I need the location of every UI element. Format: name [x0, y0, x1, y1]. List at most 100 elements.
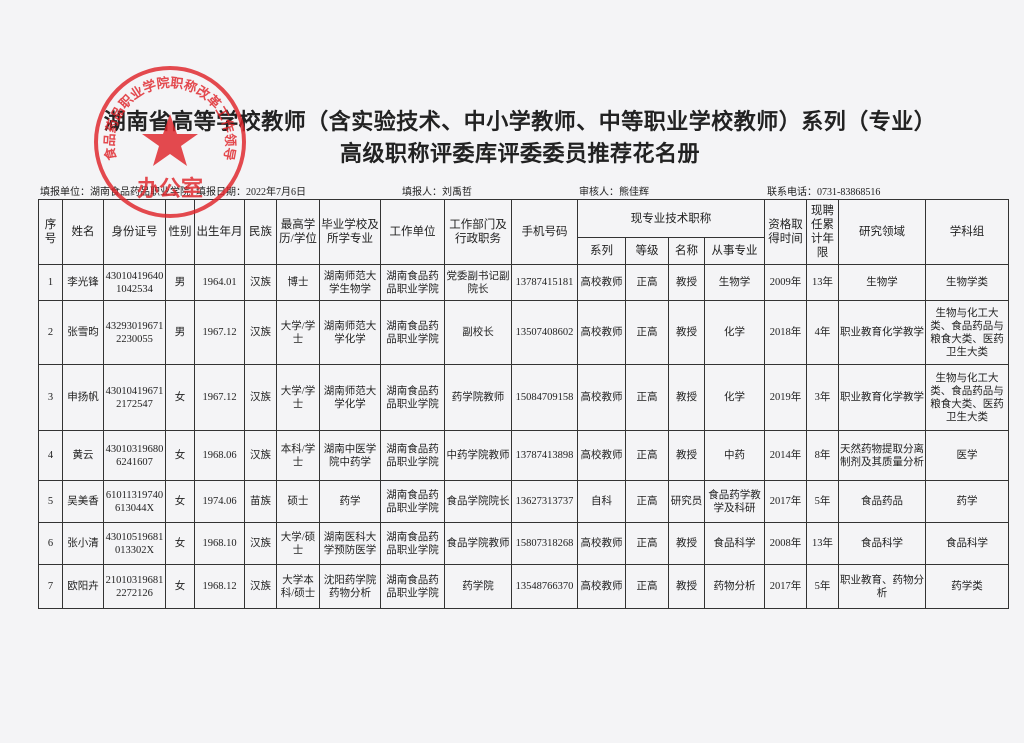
- table-cell: 教授: [668, 264, 705, 301]
- table-row: 5 吴美香 61011319740613044X 女 1974.06 苗族 硕士 药学 湖南食品…: [38, 480, 1009, 523]
- info: 联系电话：0731-83868516: [767, 187, 881, 198]
- table-cell: 博士: [276, 264, 320, 301]
- column-header: 工作部门及行政职务: [444, 199, 512, 265]
- table-cell: 教授: [668, 564, 705, 609]
- table-cell: 2014年: [764, 430, 807, 481]
- table-row: 2 张雪昀 432930196712230055 男 1967.12 汉族 大学/学士 湖南师…: [38, 300, 1009, 365]
- table-cell: 党委副书记副院长: [444, 264, 512, 301]
- table-cell: 欧阳卉: [62, 564, 104, 609]
- table-cell: 食品学院教师: [444, 522, 512, 565]
- table-cell: 药物分析: [704, 564, 765, 609]
- table-cell: 5年: [806, 480, 839, 523]
- table-cell: 6: [38, 522, 63, 565]
- table-cell: 申扬帆: [62, 364, 104, 431]
- table-cell: 生物与化工大类、食品药品与粮食大类、医药卫生大类: [925, 364, 1009, 431]
- table-cell: 2009年: [764, 264, 807, 301]
- table-cell: 自科: [577, 480, 626, 523]
- table-cell: 5: [38, 480, 63, 523]
- table-cell: 药学: [925, 480, 1009, 523]
- table-cell: 3: [38, 364, 63, 431]
- table-cell: 210103196812272126: [103, 564, 166, 609]
- table-cell: 432930196712230055: [103, 300, 166, 365]
- table-cell: 8年: [806, 430, 839, 481]
- table-cell: 13787413898: [511, 430, 578, 481]
- table-cell: 1974.06: [194, 480, 245, 523]
- column-header: 手机号码: [511, 199, 578, 265]
- table-cell: 13年: [806, 264, 839, 301]
- table-cell: 2017年: [764, 480, 807, 523]
- table-cell: 生物学类: [925, 264, 1009, 301]
- header-row: 序号 姓名 身份证号 性别 出生年月 民族 最高学历/学位 毕业学校及所学专业 工作单位 工作部门…: [38, 199, 1009, 265]
- table-cell: 女: [165, 522, 195, 565]
- table-cell: 4年: [806, 300, 839, 365]
- table-cell: 高校教师: [577, 300, 626, 365]
- table-cell: 湖南师范大学生物学: [319, 264, 381, 301]
- table-cell: 职业教育化学教学: [838, 364, 926, 431]
- table-cell: 高校教师: [577, 564, 626, 609]
- table-cell: 大学/硕士: [276, 522, 320, 565]
- sub-column-header: 等级: [625, 237, 669, 265]
- table-cell: 汉族: [244, 564, 277, 609]
- table-cell: 大学/学士: [276, 300, 320, 365]
- column-header: 最高学历/学位: [276, 199, 320, 265]
- table-row: 3 申扬帆 430104196712172547 女 1967.12 汉族 大学/学士 湖南师…: [38, 364, 1009, 431]
- info: 填报人：刘禹哲: [402, 187, 472, 198]
- table-cell: 高校教师: [577, 364, 626, 431]
- table-cell: 正高: [625, 564, 669, 609]
- table-cell: 女: [165, 364, 195, 431]
- table-cell: 李光锋: [62, 264, 104, 301]
- table-cell: 天然药物提取分离制剂及其质量分析: [838, 430, 926, 481]
- table-cell: 湖南食品药品职业学院: [380, 522, 445, 565]
- table-cell: 430104196401042534: [103, 264, 166, 301]
- table-cell: 中药: [704, 430, 765, 481]
- table-cell: 湖南食品药品职业学院: [380, 564, 445, 609]
- column-header: 现专业技术职称: [577, 199, 765, 238]
- table-cell: 汉族: [244, 430, 277, 481]
- table-cell: 食品科学: [704, 522, 765, 565]
- table-cell: 5年: [806, 564, 839, 609]
- title: 高级职称评委库评委委员推荐花名册: [339, 141, 700, 166]
- table-cell: 1968.12: [194, 564, 245, 609]
- table-cell: 湖南师范大学化学: [319, 364, 381, 431]
- table-cell: 化学: [704, 300, 765, 365]
- table-cell: 高校教师: [577, 522, 626, 565]
- table-cell: 430104196712172547: [103, 364, 166, 431]
- table-cell: 生物学: [704, 264, 765, 301]
- table-cell: 13787415181: [511, 264, 578, 301]
- table-row: 4 黄云 430103196806241607 女 1968.06 汉族 本科/学士 湖南中医…: [38, 430, 1009, 481]
- table-cell: 61011319740613044X: [103, 480, 166, 523]
- column-header: 工作单位: [380, 199, 445, 265]
- table-cell: 化学: [704, 364, 765, 431]
- table-cell: 药学: [319, 480, 381, 523]
- table-cell: 7: [38, 564, 63, 609]
- column-header: 身份证号: [103, 199, 166, 265]
- table-cell: 食品药品: [838, 480, 926, 523]
- table-cell: 女: [165, 564, 195, 609]
- table-cell: 研究员: [668, 480, 705, 523]
- table-cell: 高校教师: [577, 430, 626, 481]
- table-cell: 湖南食品药品职业学院: [380, 430, 445, 481]
- table-cell: 汉族: [244, 364, 277, 431]
- table-cell: 正高: [625, 300, 669, 365]
- table-cell: 沈阳药学院药物分析: [319, 564, 381, 609]
- info: 填报单位：湖南食品药品职业学院: [40, 187, 190, 198]
- column-header: 研究领域: [838, 199, 926, 265]
- table-cell: 13507408602: [511, 300, 578, 365]
- table-cell: 1967.12: [194, 364, 245, 431]
- header-row: 系列 等级 名称 从事专业: [39, 237, 1009, 265]
- info: 审核人：熊佳辉: [579, 187, 649, 198]
- table-cell: 正高: [625, 480, 669, 523]
- table-cell: 湖南中医学院中药学: [319, 430, 381, 481]
- roster-table: 序号 姓名 身份证号 性别 出生年月 民族 最高学历/学位 毕业学校及所学专业 工作单位 工作部门…: [38, 199, 1009, 609]
- table-cell: 2008年: [764, 522, 807, 565]
- table-cell: 湖南食品药品职业学院: [380, 300, 445, 365]
- table-cell: 药学院: [444, 564, 512, 609]
- table-cell: 湖南食品药品职业学院: [380, 264, 445, 301]
- column-header: 出生年月: [194, 199, 245, 265]
- table-cell: 食品药学教学及科研: [704, 480, 765, 523]
- table-cell: 1967.12: [194, 300, 245, 365]
- sub-column-header: 从事专业: [704, 237, 765, 265]
- table-cell: 4: [38, 430, 63, 481]
